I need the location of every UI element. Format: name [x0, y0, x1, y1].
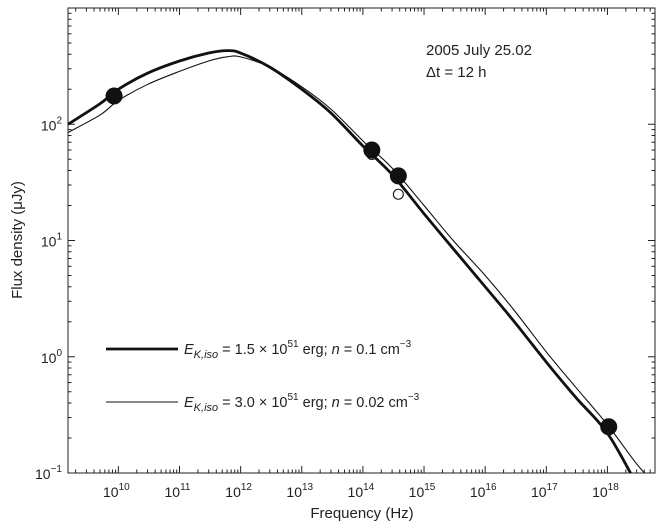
- legend: EK,iso = 1.5 × 1051 erg; n = 0.1 cm−3 EK,…: [106, 339, 420, 414]
- x-tick-label: 1010: [103, 482, 130, 500]
- annotation-date: 2005 July 25.02: [426, 42, 532, 59]
- x-tick-label: 1012: [225, 482, 252, 500]
- series-line-1: [68, 51, 637, 485]
- open-data-point: [393, 189, 403, 199]
- y-tick-label: 100: [41, 348, 63, 366]
- x-tick-label: 1015: [409, 482, 436, 500]
- y-tick-label: 10−1: [35, 464, 62, 482]
- annotation-delta-t: Δt = 12 h: [426, 64, 486, 81]
- filled-data-point: [390, 168, 406, 184]
- filled-data-point: [106, 88, 122, 104]
- x-tick-label: 1016: [470, 482, 497, 500]
- x-tick-label: 1014: [348, 482, 375, 500]
- filled-data-point: [364, 142, 380, 158]
- filled-data-point: [601, 419, 617, 435]
- y-axis-label: Flux density (μJy): [9, 181, 26, 299]
- y-tick-label: 102: [41, 115, 63, 133]
- model-curves: [68, 51, 655, 485]
- x-tick-label: 1018: [592, 482, 619, 500]
- x-tick-label: 1011: [165, 482, 191, 500]
- series-line-2: [68, 56, 655, 484]
- y-tick-label: 101: [41, 232, 63, 250]
- x-tick-label: 1013: [286, 482, 313, 500]
- x-axis-label: Frequency (Hz): [310, 505, 413, 522]
- legend-label-2: EK,iso = 3.0 × 1051 erg; n = 0.02 cm−3: [184, 392, 420, 414]
- tick-labels: 1010 1011 1012 1013 1014 1015 1016 1017 1018 10−1…: [35, 115, 619, 500]
- legend-label-1: EK,iso = 1.5 × 1051 erg; n = 0.1 cm−3: [184, 339, 412, 361]
- x-tick-label: 1017: [531, 482, 558, 500]
